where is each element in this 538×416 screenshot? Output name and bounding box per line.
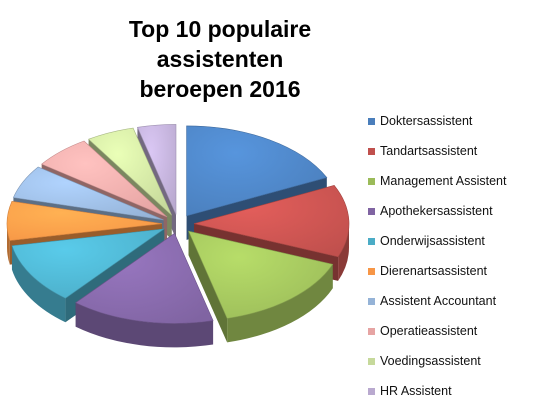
legend-item-management-assistent: Management Assistent xyxy=(368,166,538,196)
legend-label: Assistent Accountant xyxy=(380,294,497,308)
legend-item-voedingsassistent: Voedingsassistent xyxy=(368,346,538,376)
legend-swatch xyxy=(368,297,375,305)
legend-swatch xyxy=(368,357,375,365)
legend-swatch xyxy=(368,237,375,245)
legend-item-operatieassistent: Operatieassistent xyxy=(368,316,538,346)
legend-label: Management Assistent xyxy=(380,174,507,188)
legend-swatch xyxy=(368,117,375,125)
legend-item-assistent-accountant: Assistent Accountant xyxy=(368,286,538,316)
legend-swatch xyxy=(368,387,375,395)
legend-swatch xyxy=(368,177,375,185)
chart-title-line-1: Top 10 populaire assistenten xyxy=(128,16,312,72)
legend-label: Dierenartsassistent xyxy=(380,264,487,278)
legend-swatch xyxy=(368,267,375,275)
chart-legend: Doktersassistent Tandartsassistent Managem… xyxy=(368,106,538,406)
legend-label: Operatieassistent xyxy=(380,324,478,338)
legend-swatch xyxy=(368,327,375,335)
legend-item-doktersassistent: Doktersassistent xyxy=(368,106,538,136)
legend-item-tandartsassistent: Tandartsassistent xyxy=(368,136,538,166)
pie-slice-apothekersassistent xyxy=(75,232,214,348)
legend-swatch xyxy=(368,207,375,215)
legend-item-dierenartsassistent: Dierenartsassistent xyxy=(368,256,538,286)
legend-label: HR Assistent xyxy=(380,384,452,398)
legend-item-apothekersassistent: Apothekersassistent xyxy=(368,196,538,226)
legend-label: Apothekersassistent xyxy=(380,204,493,218)
legend-label: Voedingsassistent xyxy=(380,354,481,368)
chart-title: Top 10 populaire assistenten beroepen 20… xyxy=(70,14,370,104)
legend-swatch xyxy=(368,147,375,155)
legend-label: Onderwijsassistent xyxy=(380,234,485,248)
legend-item-onderwijsassistent: Onderwijsassistent xyxy=(368,226,538,256)
legend-label: Tandartsassistent xyxy=(380,144,478,158)
pie-slice-management-assistent xyxy=(188,230,334,343)
legend-label: Doktersassistent xyxy=(380,114,473,128)
legend-item-hr-assistent: HR Assistent xyxy=(368,376,538,406)
chart-title-line-2: beroepen 2016 xyxy=(139,76,301,102)
